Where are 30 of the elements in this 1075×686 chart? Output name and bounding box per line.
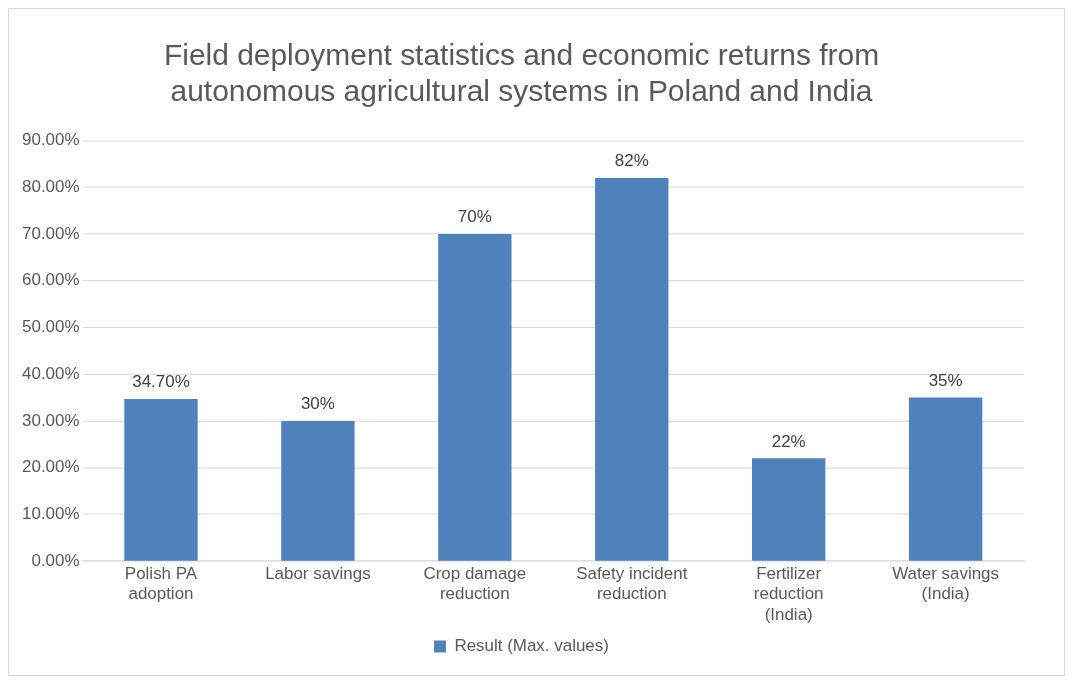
data-label: 82% [614, 151, 649, 171]
data-label: 35% [928, 370, 963, 390]
bar [281, 420, 355, 561]
y-tick-label: 50.00% [22, 317, 80, 337]
bar [438, 234, 512, 561]
bar [124, 399, 198, 561]
data-label: 22% [771, 431, 806, 451]
y-tick-label: 90.00% [22, 130, 80, 150]
data-label: 30% [300, 394, 335, 414]
bar [595, 177, 669, 561]
bar [752, 458, 826, 561]
x-tick-label: Polish PA adoption [124, 563, 198, 604]
y-tick-label: 80.00% [22, 177, 80, 196]
y-tick-label: 40.00% [22, 363, 80, 383]
x-tick-label: Crop damage reduction [423, 563, 527, 604]
x-tick-label: Labor savings [265, 563, 371, 583]
bar [908, 397, 983, 561]
y-tick-label: 60.00% [22, 270, 80, 290]
y-tick-label: 0.00% [31, 550, 80, 570]
y-tick-label: 20.00% [22, 457, 80, 477]
x-tick-label: Water savings (India) [892, 563, 999, 604]
data-label: 70% [457, 207, 492, 227]
legend-label: Result (Max. values) [454, 636, 609, 656]
y-tick-label: 10.00% [22, 504, 80, 524]
y-tick-label: 30.00% [22, 410, 80, 430]
y-tick-label: 70.00% [22, 223, 80, 243]
chart-title: Field deployment statistics and economic returns from autonomous agricultural systems in Poland and India [163, 38, 880, 107]
x-tick-label: Fertilizer reduction (India) [753, 563, 824, 624]
x-tick-label: Safety incident reduction [576, 563, 688, 604]
data-label: 34.70% [132, 372, 190, 392]
